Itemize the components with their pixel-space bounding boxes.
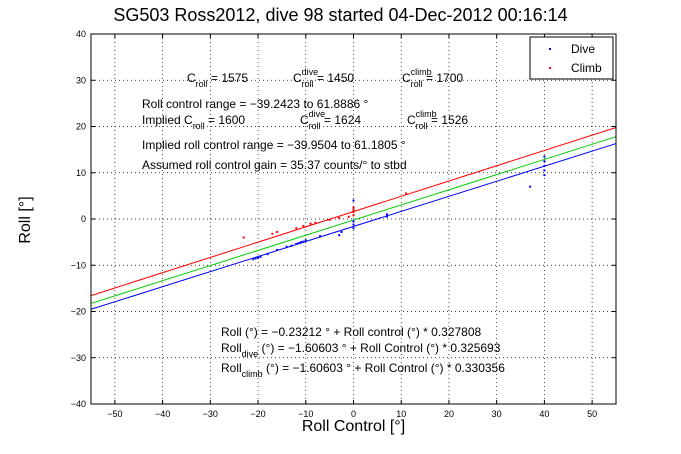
data-point-dive <box>266 253 269 256</box>
calib-line-3: Cclimb roll = 1526 <box>407 109 468 131</box>
y-tick-label: 30 <box>76 75 86 85</box>
data-point-dive <box>295 242 298 245</box>
annotations: Croll = 1575 Cdive roll = 1450 Cclimb roll =… <box>142 67 505 379</box>
x-tick-label: −40 <box>155 409 170 419</box>
data-point-dive <box>254 257 257 260</box>
data-point-climb <box>314 221 317 224</box>
x-tick-label: 50 <box>587 409 597 419</box>
x-tick-label: 20 <box>444 409 454 419</box>
data-point-dive <box>340 230 343 233</box>
data-point-climb <box>271 232 274 235</box>
x-tick-label: −50 <box>107 409 122 419</box>
x-tick-label: 10 <box>396 409 406 419</box>
data-point-climb <box>276 230 279 233</box>
data-point-climb <box>295 227 298 230</box>
y-tick-label: 10 <box>76 168 86 178</box>
data-point-climb <box>352 211 355 214</box>
data-point-climb <box>352 214 355 217</box>
legend-marker-climb <box>549 67 551 69</box>
x-tick-label: −20 <box>250 409 265 419</box>
chart-title: SG503 Ross2012, dive 98 started 04-Dec-2… <box>113 5 568 25</box>
legend-box <box>529 36 614 80</box>
calib-line-3: Implied Croll = 1600 <box>142 113 245 131</box>
x-tick-label: 0 <box>351 409 356 419</box>
data-point-dive <box>338 234 341 237</box>
grid <box>91 33 616 405</box>
y-tick-label: −20 <box>71 307 86 317</box>
data-point-dive <box>257 256 260 259</box>
calib-line-2: Roll control range = −39.2423 to 61.8886… <box>142 97 368 111</box>
x-axis-label: Roll Control [°] <box>301 418 406 435</box>
calib-line-5: Assumed roll control gain = 35.37 counts… <box>142 158 407 172</box>
data-point-dive <box>543 155 546 158</box>
data-point-dive <box>543 174 546 177</box>
data-point-dive <box>259 255 262 258</box>
calib-line-3: Cdive roll = 1624 <box>300 109 361 131</box>
data-point-dive <box>352 223 355 226</box>
x-tick-label: −10 <box>298 409 313 419</box>
x-tick-label: 30 <box>492 409 502 419</box>
fit-line <box>90 143 617 310</box>
axis-ticks: −50 −40 −30 −20 −10 0 10 20 30 40 50 −40 −30 −20 −10 0 1… <box>71 29 616 419</box>
data-point-dive <box>319 235 322 238</box>
data-point-dive <box>300 241 302 244</box>
x-tick-label: −30 <box>203 409 218 419</box>
data-point-dive <box>352 220 355 223</box>
data-point-dive <box>385 215 388 218</box>
data-point-climb <box>309 222 312 225</box>
fit-equation-3: Rollclimb (°) = −1.60603 ° + Roll Contro… <box>221 361 505 379</box>
fit-equation-2: Rolldive (°) = −1.60603 ° + Roll Control… <box>221 341 501 359</box>
data-point-dive <box>304 239 307 242</box>
fit-equation-1: Roll (°) = −0.23212 ° + Roll control (°)… <box>221 325 482 339</box>
data-point-climb <box>352 206 355 209</box>
data-point-climb <box>328 218 331 221</box>
data-point-dive <box>302 240 305 243</box>
data-point-dive <box>385 213 388 216</box>
data-point-climb <box>347 215 350 218</box>
data-point-dive <box>543 160 546 163</box>
legend-marker-dive <box>549 48 551 50</box>
x-tick-label: 40 <box>539 409 549 419</box>
legend: Dive Climb <box>529 36 614 80</box>
legend-label-climb: Climb <box>571 61 602 75</box>
calib-line-1: Cclimb roll = 1700 <box>402 67 463 89</box>
fit-line <box>90 136 617 304</box>
legend-label-dive: Dive <box>571 42 595 56</box>
data-point-climb <box>405 192 407 195</box>
data-point-dive <box>290 244 293 247</box>
data-point-dive <box>276 248 279 251</box>
data-point-dive <box>285 245 288 248</box>
data-point-dive <box>543 169 546 172</box>
y-tick-label: −30 <box>71 353 86 363</box>
calib-line-1: Cdive roll = 1450 <box>293 67 354 89</box>
data-point-climb <box>242 236 245 239</box>
data-point-climb <box>338 217 341 220</box>
calib-line-4: Implied roll control range = −39.9504 to… <box>142 138 406 152</box>
data-point-dive <box>252 258 255 261</box>
data-point-climb <box>352 208 355 211</box>
data-point-dive <box>352 227 355 230</box>
calib-line-1: Croll = 1575 <box>187 71 248 89</box>
data-point-dive <box>529 185 532 188</box>
data-point-dive <box>543 164 546 167</box>
y-tick-label: −40 <box>71 399 86 409</box>
data-point-dive <box>352 199 355 202</box>
data-point-dive <box>297 242 300 245</box>
y-tick-label: −10 <box>71 260 86 270</box>
data-point-climb <box>302 224 305 227</box>
data-points <box>242 155 546 261</box>
y-tick-label: 20 <box>76 122 86 132</box>
y-tick-label: 0 <box>81 214 86 224</box>
y-tick-label: 40 <box>76 29 86 39</box>
